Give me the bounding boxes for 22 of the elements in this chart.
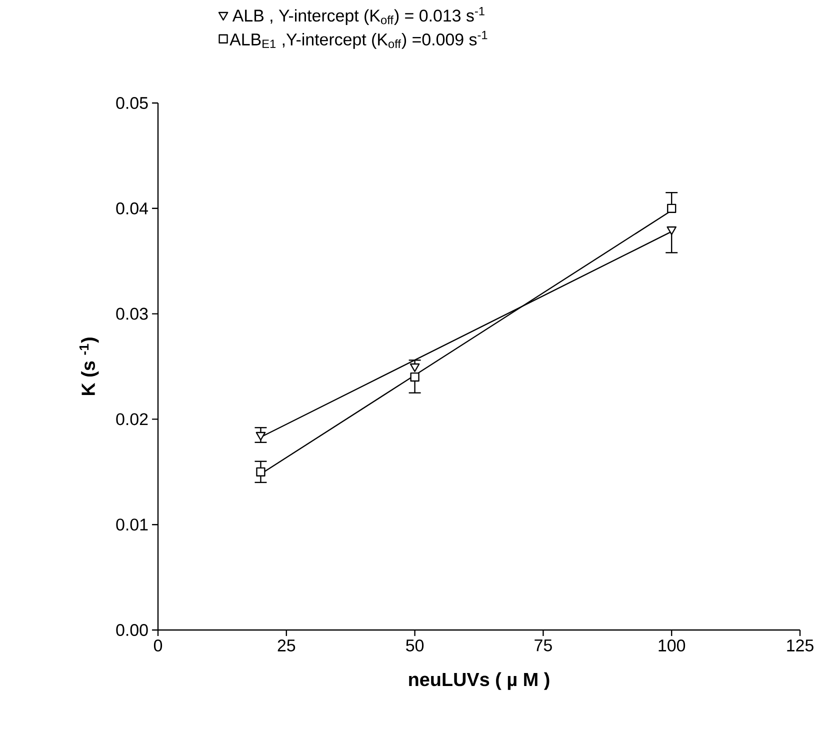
point [667,204,676,213]
point [256,467,266,476]
x-axis-title: neuLUVs ( µ M ) [409,672,550,690]
y-tick-label: 0.01 [116,518,148,531]
y-tick-label: 0.05 [116,97,148,109]
point [410,372,420,382]
y-tick-label: 0.03 [116,308,148,320]
legend-label: ALB$_{E1}$ ,Y-intercept (K$_{off}$) =0.009 s$^{-1}$ [230,30,488,49]
point [256,432,266,441]
x-tick-label: 75 [534,639,552,652]
y-tick-label: 0.02 [116,413,148,426]
y-axis-title: K (s $^{-1}$) [79,338,99,396]
y-tick-label: 0.00 [116,624,148,636]
x-tick-label: 100 [658,639,686,652]
x-tick-label: 50 [406,639,424,652]
x-tick-label: 25 [278,639,296,652]
x-tick-label: 0 [154,639,162,652]
point [410,363,420,372]
point [666,226,677,236]
y-tick-label: 0.04 [116,202,148,214]
legend-label: ALB , Y-intercept (K$_{off}$) = 0.013 s$^{-1}$ [232,7,484,25]
x-tick-label: 125 [787,639,814,652]
